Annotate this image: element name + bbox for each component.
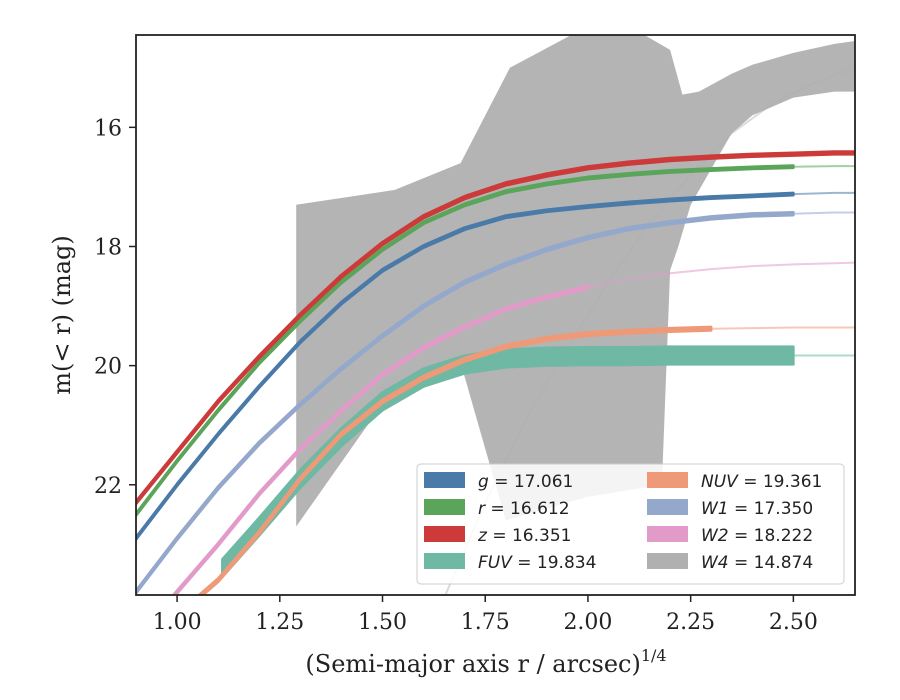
- legend-swatch-w4: [647, 553, 688, 569]
- legend-label-z: z = 16.351: [477, 526, 571, 546]
- legend-swatch-w2: [647, 526, 688, 542]
- legend-label-nuv: NUV = 19.361: [701, 472, 822, 492]
- series-r-band: [136, 164, 795, 518]
- legend-swatch-fuv: [424, 553, 465, 569]
- legend-label-fuv: FUV = 19.834: [478, 553, 596, 573]
- legend-label-r: r = 16.612: [478, 499, 570, 519]
- y-tick-label: 20: [94, 355, 122, 380]
- legend-item-g: g = 17.061: [424, 472, 573, 492]
- x-axis: 1.00 1.25 1.50 1.75 2.00 2.25 2.50: [153, 595, 818, 635]
- legend: g = 17.061 r = 16.612 z = 16.351 FUV = 19.8…: [416, 463, 845, 585]
- x-tick-label: 1.50: [358, 610, 407, 635]
- series-w2-band: [171, 284, 590, 595]
- x-tick-label: 1.25: [255, 610, 304, 635]
- legend-item-w4: W4 = 14.874: [647, 553, 813, 573]
- series-w4-line: [444, 66, 855, 595]
- legend-swatch-z: [424, 526, 465, 542]
- x-tick-label: 1.75: [461, 610, 510, 635]
- series-nuv-band: [197, 325, 713, 595]
- y-axis: 16 18 20 22: [94, 116, 136, 499]
- x-tick-label: 2.50: [769, 610, 818, 635]
- y-tick-label: 18: [94, 235, 122, 260]
- series-w4-band: [296, 35, 855, 527]
- legend-label-g: g = 17.061: [478, 472, 573, 492]
- y-tick-label: 22: [94, 474, 122, 499]
- legend-item-z: z = 16.351: [424, 526, 571, 546]
- legend-item-nuv: NUV = 19.361: [647, 472, 822, 492]
- legend-item-w1: W1 = 17.350: [647, 499, 813, 519]
- legend-label-w4: W4 = 14.874: [701, 553, 813, 573]
- legend-swatch-nuv: [647, 472, 688, 488]
- legend-label-w1: W1 = 17.350: [701, 499, 813, 519]
- y-axis-label: m(< r) (mag): [48, 235, 76, 394]
- legend-swatch-w1: [647, 499, 688, 515]
- series-fuv-band: [221, 345, 795, 579]
- series-z-band: [136, 150, 855, 506]
- legend-swatch-r: [424, 499, 465, 515]
- series-layer: [136, 35, 855, 595]
- series-g-band: [136, 191, 795, 541]
- x-tick-label: 2.00: [563, 610, 612, 635]
- legend-frame: [416, 463, 845, 585]
- series-w1-band: [136, 210, 795, 595]
- x-tick-label: 2.25: [666, 610, 715, 635]
- legend-item-fuv: FUV = 19.834: [424, 553, 596, 573]
- y-tick-label: 16: [94, 116, 122, 141]
- x-axis-label-superscript: 1/4: [641, 646, 667, 665]
- legend-item-w2: W2 = 18.222: [647, 526, 813, 546]
- x-tick-label: 1.00: [153, 610, 202, 635]
- legend-label-w2: W2 = 18.222: [701, 526, 813, 546]
- legend-item-r: r = 16.612: [424, 499, 570, 519]
- plot-frame: [135, 34, 856, 596]
- legend-swatch-g: [424, 472, 465, 488]
- x-axis-label: (Semi-major axis r / arcsec)1/4: [305, 646, 666, 678]
